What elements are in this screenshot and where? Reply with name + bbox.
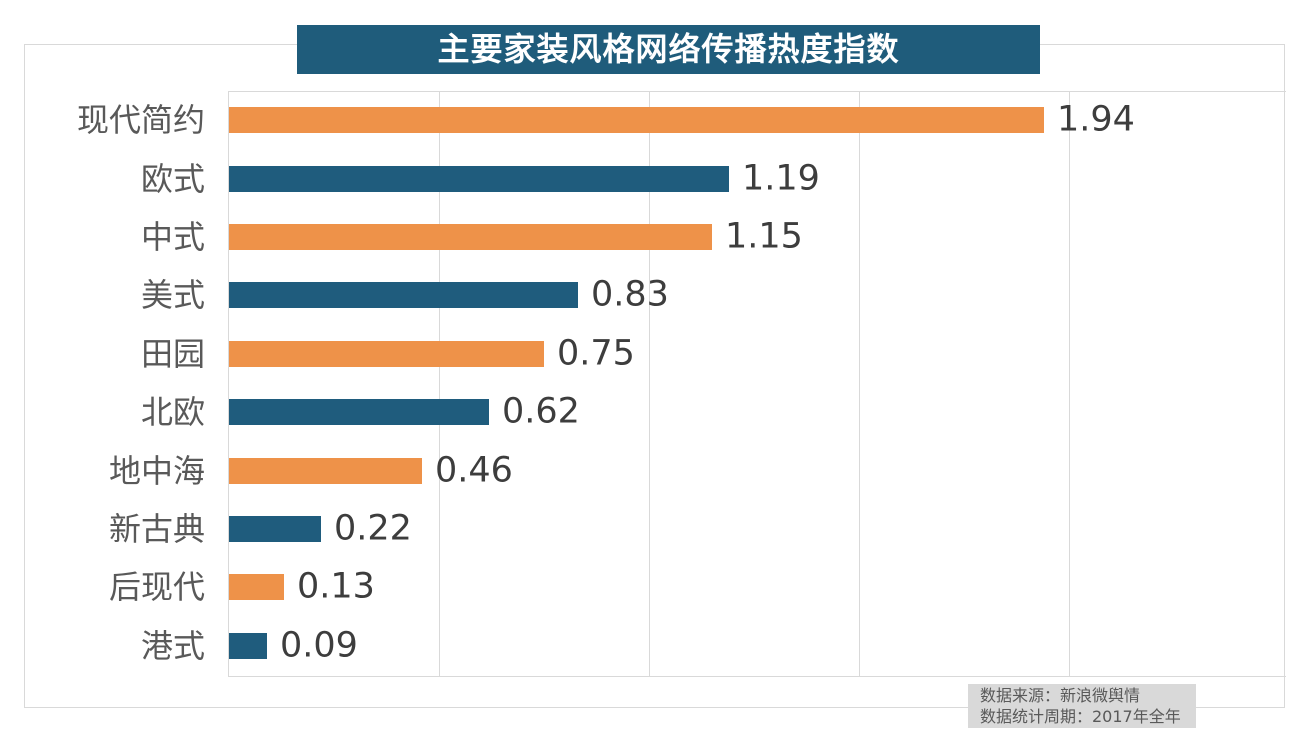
value-label: 1.19 [742,158,820,199]
category-label: 中式 [140,218,205,256]
value-label: 0.46 [435,450,513,491]
category-label: 港式 [140,626,205,665]
bar [229,574,284,600]
value-label: 1.15 [725,216,803,257]
plot-area [228,91,1286,677]
bar [229,341,544,367]
gridline [1069,92,1070,676]
value-label: 0.75 [557,333,635,374]
gridline [439,92,440,676]
category-label: 现代简约 [76,101,205,140]
bar [229,633,267,659]
value-label: 0.13 [297,566,375,607]
value-label: 0.09 [280,625,358,666]
bar [229,166,729,192]
bar [229,282,578,308]
category-label: 田园 [140,334,205,373]
bar [229,458,422,484]
bar [229,224,712,250]
category-label: 欧式 [140,159,205,198]
value-label: 0.62 [502,391,580,432]
gridline [649,92,650,676]
data-period-line: 数据统计周期：2017年全年 [980,707,1181,726]
chart-title: 主要家装风格网络传播热度指数 [297,25,1040,74]
category-label: 美式 [140,276,205,315]
value-label: 0.22 [334,508,412,549]
bar [229,107,1044,133]
category-label: 后现代 [108,568,205,607]
gridline [859,92,860,676]
bar [229,516,321,542]
category-label: 新古典 [108,510,205,548]
data-source-line: 数据来源：新浪微舆情 [980,686,1141,705]
value-label: 1.94 [1057,99,1135,140]
category-label: 北欧 [140,393,205,432]
data-source-note: 数据来源：新浪微舆情 数据统计周期：2017年全年 [968,684,1196,728]
value-label: 0.83 [591,274,669,315]
bar [229,399,489,425]
category-label: 地中海 [108,451,205,490]
